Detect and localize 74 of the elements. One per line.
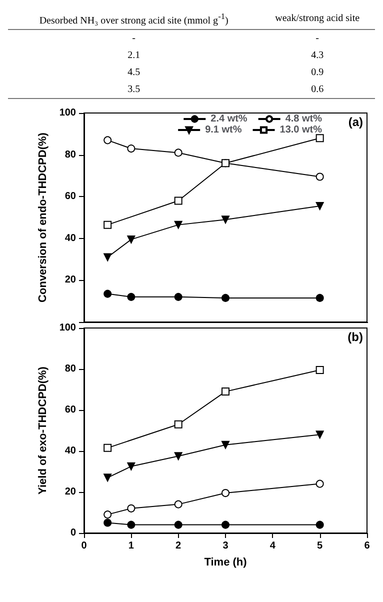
x-tick-label: 3 <box>222 540 229 552</box>
point <box>316 294 324 302</box>
point <box>222 216 230 224</box>
point <box>174 452 182 460</box>
point <box>174 196 182 205</box>
point <box>174 520 182 529</box>
point <box>316 134 324 142</box>
y-tick-label: 20 <box>64 274 76 286</box>
point <box>174 500 182 508</box>
text: - <box>314 32 320 46</box>
annotation: (b) <box>348 330 364 344</box>
point <box>222 440 230 449</box>
annotation: (a) <box>348 115 364 129</box>
point <box>104 290 112 298</box>
point <box>104 510 112 519</box>
point <box>174 292 182 301</box>
point <box>174 148 182 157</box>
y-tick-label: 0 <box>70 528 76 538</box>
legend-label: 13.0 wt% <box>280 124 322 136</box>
y-tick-label: 80 <box>64 364 76 374</box>
point <box>104 136 112 144</box>
x-tick-label: 2 <box>176 540 182 552</box>
x-axis-title: Time (h) <box>204 556 248 568</box>
point <box>316 366 324 374</box>
point <box>104 253 112 262</box>
text: 0.6 <box>310 83 325 98</box>
point <box>127 292 136 301</box>
point <box>127 144 136 153</box>
text: weak/strong acid site <box>274 12 361 26</box>
text: 4.5 <box>126 66 142 80</box>
x-tick-label: 0 <box>81 540 88 552</box>
point <box>174 420 182 428</box>
point <box>222 520 230 529</box>
point <box>222 159 230 168</box>
text: - <box>131 32 137 46</box>
point <box>222 388 230 396</box>
point <box>127 520 136 529</box>
text: 2.1 <box>126 49 142 64</box>
y-tick-label: 80 <box>64 149 76 160</box>
y-axis-title: Yield of exo-THDCPD(%) <box>36 366 49 494</box>
legend-label: 9.1 wt% <box>205 124 242 136</box>
legend-label: 2.4 wt% <box>210 114 248 124</box>
y-tick-label: 60 <box>64 404 76 416</box>
text: 0.9 <box>310 66 325 80</box>
y-tick-label: 100 <box>59 322 76 334</box>
text: 3.5 <box>126 83 142 98</box>
point <box>174 220 182 229</box>
point <box>127 504 136 512</box>
point <box>104 220 112 229</box>
point <box>127 235 136 244</box>
legend-label: 4.8 wt% <box>285 114 322 124</box>
point <box>316 480 324 488</box>
point <box>316 202 324 210</box>
point <box>222 294 230 302</box>
y-axis-title: Conversion of endo-THDCPD(%) <box>36 132 49 302</box>
point <box>222 489 230 498</box>
text: Desorbed NH₃ over strong acid site (mmol g$^{-1}$) <box>38 11 230 28</box>
y-tick-label: 60 <box>64 191 76 202</box>
x-tick-label: 1 <box>128 540 134 552</box>
point <box>316 430 324 439</box>
y-tick-label: 40 <box>64 232 76 244</box>
y-tick-label: 100 <box>59 108 76 118</box>
x-tick-label: 5 <box>317 540 324 552</box>
x-tick-label: 4 <box>270 540 276 552</box>
point <box>104 444 112 452</box>
y-tick-label: 20 <box>64 486 76 498</box>
point <box>316 520 324 529</box>
point <box>104 518 112 527</box>
y-tick-label: 40 <box>64 446 76 456</box>
point <box>316 172 324 181</box>
text: 4.3 <box>310 49 325 64</box>
x-tick-label: 6 <box>364 540 370 552</box>
point <box>127 462 136 470</box>
point <box>104 474 112 482</box>
